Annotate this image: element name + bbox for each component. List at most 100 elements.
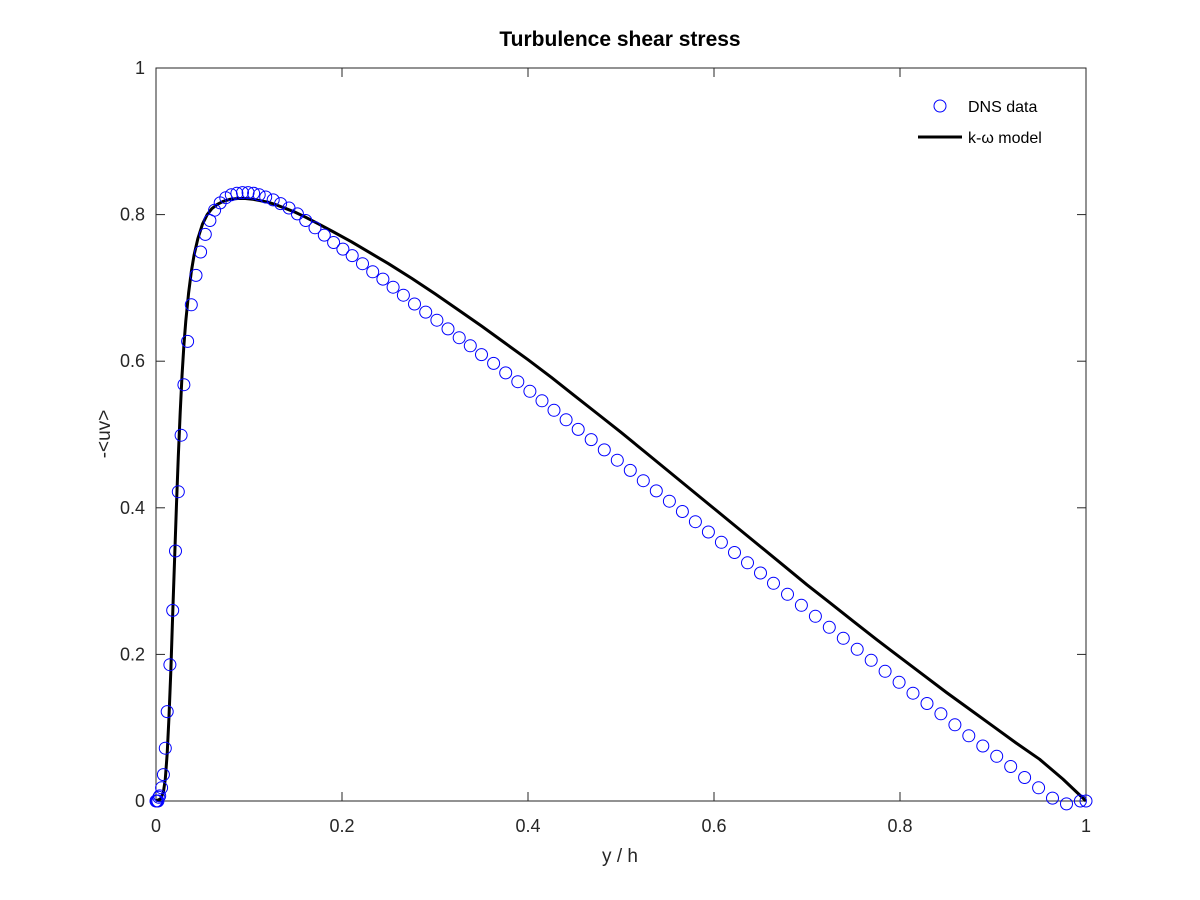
dns-data-point: [308, 221, 322, 235]
x-tick-label: 0.6: [701, 816, 726, 836]
dns-data-point: [327, 236, 341, 249]
dns-data-point: [864, 653, 878, 667]
dns-data-point: [584, 433, 598, 447]
dns-data-point: [610, 453, 624, 467]
dns-data-point: [794, 598, 808, 612]
dns-data-point: [366, 265, 380, 279]
dns-data-point: [181, 334, 195, 348]
dns-data-point: [701, 525, 715, 539]
dns-data-point: [317, 228, 331, 242]
dns-data-point: [376, 272, 390, 286]
dns-data-point: [198, 227, 212, 241]
dns-data-point: [976, 739, 990, 753]
x-tick-label: 0.4: [515, 816, 540, 836]
dns-data-point: [177, 378, 191, 392]
dns-data-point: [1073, 794, 1087, 808]
x-tick-label: 0.2: [329, 816, 354, 836]
dns-data-point: [741, 556, 754, 570]
dns-data-point: [808, 609, 822, 623]
dns-data-point: [636, 474, 650, 488]
x-tick-label: 0.8: [887, 816, 912, 836]
y-tick-label: 0.6: [120, 351, 145, 371]
dns-data-point: [1032, 781, 1046, 795]
dns-data-point: [781, 587, 794, 601]
x-tick-label: 1: [1081, 816, 1091, 836]
dns-data-point: [662, 494, 676, 508]
x-axis-label: y / h: [602, 846, 638, 867]
dns-data-point: [523, 384, 537, 398]
dns-data-point: [714, 535, 728, 549]
dns-data-point: [230, 186, 244, 200]
dns-data-point: [152, 790, 166, 804]
dns-data-point: [822, 620, 836, 634]
dns-data-point: [728, 546, 741, 559]
dns-data-point: [559, 413, 573, 427]
dns-data-point: [345, 249, 359, 263]
x-tick-label: 0: [151, 816, 161, 836]
dns-data-point: [156, 768, 170, 782]
dns-data-point: [408, 297, 421, 311]
legend-label-model: k-ω model: [968, 130, 1042, 147]
dns-data-point: [547, 403, 561, 417]
dns-data-point: [189, 268, 203, 282]
dns-data-point: [155, 781, 169, 795]
dns-data-point: [1079, 794, 1093, 808]
dns-data-point: [386, 280, 400, 294]
dns-data-point: [571, 422, 585, 436]
axes-box: [155, 67, 1087, 802]
dns-data-point: [463, 339, 477, 353]
dns-data-point: [934, 707, 948, 721]
dns-data-point: [535, 394, 549, 408]
dns-data-point: [430, 313, 444, 327]
dns-data-point: [767, 576, 780, 590]
dns-data-point: [878, 664, 892, 678]
dns-data-point: [290, 207, 304, 221]
dns-data-point: [336, 242, 350, 256]
dns-data-point: [487, 356, 501, 370]
dns-data-point: [274, 197, 288, 211]
dns-data-point: [252, 188, 266, 202]
dns-data-point: [649, 484, 663, 498]
legend: DNS data k-ω model: [918, 99, 1042, 147]
dns-data-point: [194, 245, 208, 259]
dns-data-point: [920, 697, 934, 710]
dns-data-point: [990, 749, 1004, 763]
legend-marker-dns: [933, 99, 947, 113]
dns-data-point: [160, 705, 174, 719]
dns-data-point: [675, 505, 689, 518]
dns-data-point: [948, 718, 962, 732]
dns-data-point: [419, 305, 433, 319]
dns-data-point: [892, 675, 906, 689]
dns-data-point: [850, 642, 864, 656]
dns-data-point: [452, 331, 466, 345]
tick-labels: 0 0.2 0.4 0.6 0.8 1 0 0.2 0.4 0.6 0.8 1: [120, 58, 1091, 836]
dns-data-point: [396, 288, 410, 302]
dns-data-point: [475, 348, 488, 362]
y-tick-label: 0.2: [120, 644, 145, 664]
dns-data-point: [153, 789, 167, 803]
dns-data-point: [906, 686, 920, 700]
y-axis-label: -<uv>: [94, 410, 115, 459]
dns-data-point: [174, 428, 188, 442]
dns-data-point: [247, 186, 261, 200]
dns-data-point: [754, 566, 767, 580]
dns-data-point: [163, 658, 177, 672]
dns-data-point: [1004, 760, 1018, 773]
dns-data-point: [623, 463, 637, 477]
model-line: [155, 197, 1088, 803]
dns-data-point: [597, 443, 611, 457]
dns-data-point: [1018, 771, 1032, 784]
dns-data-point: [836, 631, 850, 645]
y-tick-label: 0.8: [120, 205, 145, 225]
chart-title: Turbulence shear stress: [499, 28, 740, 51]
dns-data-point: [962, 729, 976, 743]
model-line-series: [155, 197, 1088, 803]
legend-label-dns: DNS data: [968, 99, 1037, 116]
dns-data-point: [158, 741, 172, 755]
dns-data-point: [184, 298, 198, 312]
dns-data-point: [356, 257, 369, 271]
dns-data-point: [299, 214, 313, 227]
plot-area: 0 0.2 0.4 0.6 0.8 1 0 0.2 0.4 0.6 0.8 1: [120, 58, 1093, 836]
dns-data-point: [236, 186, 249, 200]
